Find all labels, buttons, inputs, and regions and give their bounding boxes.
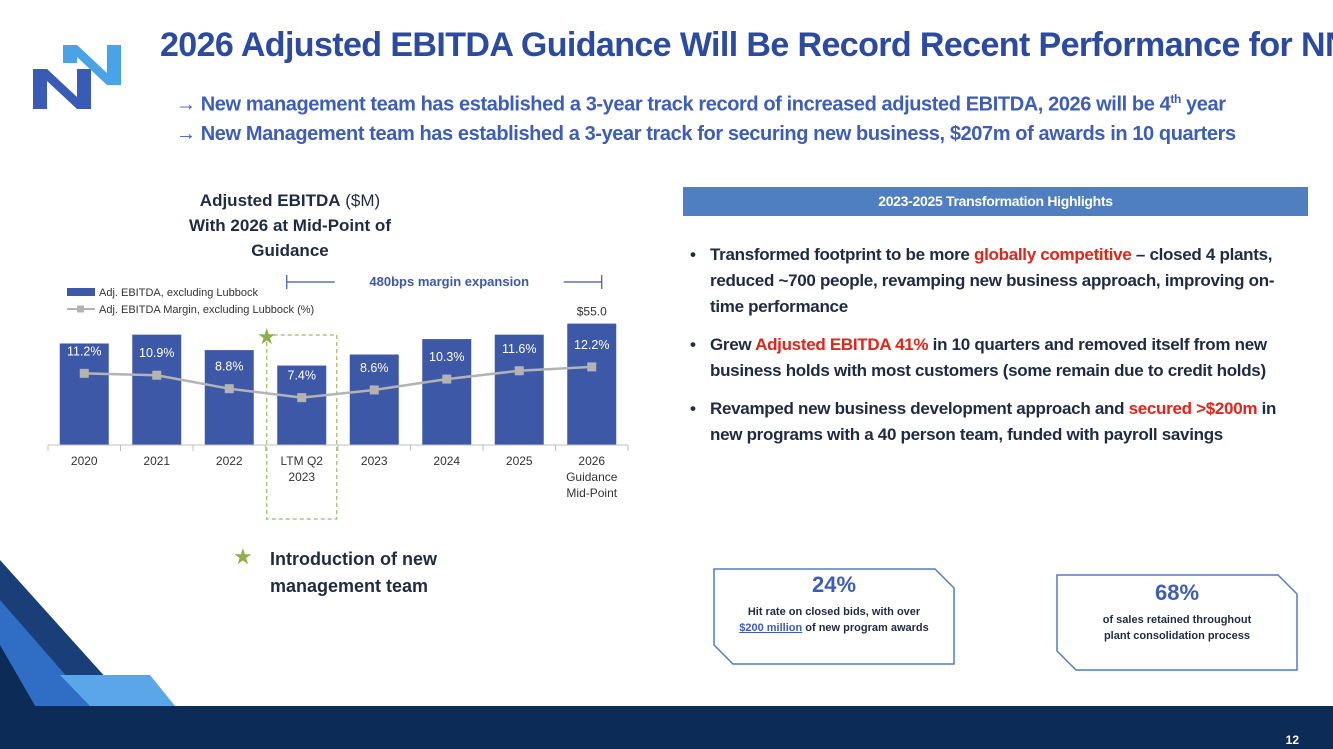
margin-point [224, 384, 234, 394]
legend-marker-line [77, 305, 84, 313]
bar [422, 339, 472, 445]
margin-point [79, 368, 89, 378]
x-tick-label: 2025 [506, 454, 533, 468]
x-tick-label: 2021 [143, 454, 170, 468]
stat-card-sales-retained: 68% of sales retained throughout plant c… [1056, 574, 1298, 671]
nn-logo [33, 45, 121, 109]
margin-point [297, 393, 307, 403]
page-title: 2026 Adjusted EBITDA Guidance Will Be Re… [160, 26, 1333, 64]
subtitle-track-record: → New management team has established a … [176, 92, 1226, 116]
legend-label-line: Adj. EBITDA Margin, excluding Lubbock (%… [99, 304, 314, 316]
star-icon: ★ [233, 544, 253, 569]
highlights-header: 2023-2025 Transformation Highlights [683, 187, 1308, 216]
chart-title: Adjusted EBITDA ($M) With 2026 at Mid-Po… [189, 191, 391, 260]
data-label-margin: 12.2% [574, 338, 609, 352]
bar [204, 350, 254, 445]
highlight-star-icon: ★ [257, 324, 277, 349]
annotation-label: 480bps margin expansion [369, 274, 529, 289]
ebitda-chart: Adj. EBITDA, excluding Lubbock Adj. EBITD… [47, 274, 629, 520]
list-item: Revamped new business development approa… [690, 396, 1300, 448]
x-tick-label: 2020 [71, 454, 98, 468]
stat-description: Hit rate on closed bids, with over $200 … [739, 606, 929, 634]
stat-value: 68% [1154, 580, 1200, 605]
x-tick-label: 2026 [578, 454, 605, 468]
data-label-margin: 11.6% [502, 342, 537, 356]
highlight-box [266, 334, 338, 520]
margin-point [152, 370, 162, 380]
data-label-margin: 8.8% [215, 360, 244, 374]
x-tick-label: 2022 [216, 454, 243, 468]
stat-description: of sales retained throughout plant conso… [1102, 614, 1252, 642]
margin-line [84, 365, 592, 399]
margin-point [442, 374, 452, 384]
data-label-margin: 10.9% [139, 346, 174, 360]
data-label-margin: 7.4% [288, 369, 317, 383]
x-tick-label: 2023 [361, 454, 388, 468]
bar [349, 354, 399, 445]
x-tick-label: 2024 [433, 454, 460, 468]
legend-swatch-bars [67, 288, 95, 296]
stat-value: 24% [811, 572, 857, 597]
x-tick-label: 2023 [288, 470, 315, 484]
highlights-list: Transformed footprint to be more globall… [690, 242, 1300, 460]
intro-label: Introduction of new management team [270, 549, 437, 596]
bar [277, 365, 327, 445]
bar [59, 343, 109, 445]
x-tick-label: Guidance [566, 470, 618, 484]
data-label-margin: 10.3% [429, 350, 464, 364]
stat-card-hit-rate: 24% Hit rate on closed bids, with over $… [713, 568, 955, 665]
list-item: Grew Adjusted EBITDA 41% in 10 quarters … [690, 332, 1300, 384]
bar [494, 334, 544, 445]
data-label-value: $55.0 [577, 305, 607, 319]
legend-label-bars: Adj. EBITDA, excluding Lubbock [99, 287, 258, 299]
margin-point [369, 385, 379, 395]
margin-point [587, 362, 597, 372]
list-item: Transformed footprint to be more globall… [690, 242, 1300, 320]
bar [567, 323, 617, 445]
subtitle-new-business: → New Management team has established a … [176, 123, 1236, 145]
footer-bar [0, 706, 1333, 749]
page-number: 12 [1285, 733, 1299, 747]
x-tick-label: LTM Q2 [281, 454, 324, 468]
data-label-margin: 8.6% [360, 361, 389, 375]
data-label-margin: 11.2% [67, 344, 102, 358]
x-tick-label: Mid-Point [566, 486, 617, 500]
bar [132, 334, 182, 445]
margin-point [514, 366, 524, 376]
